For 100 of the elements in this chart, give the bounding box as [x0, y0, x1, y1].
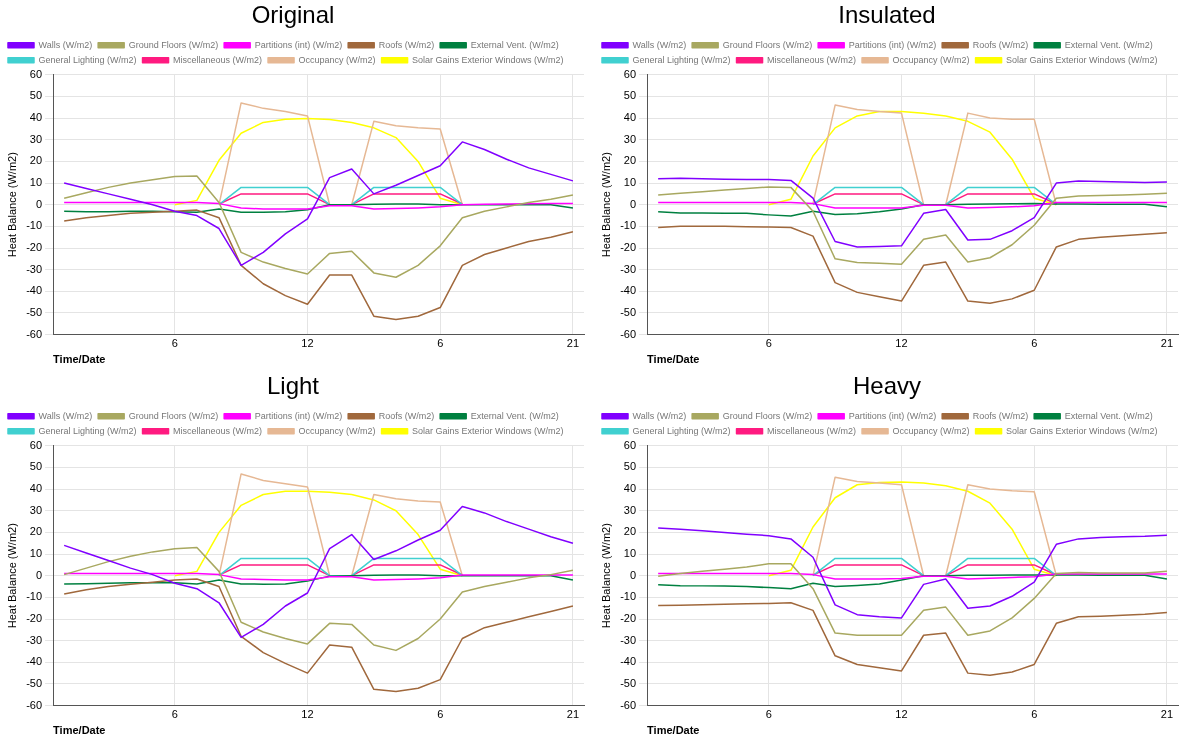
y-tick-label: -30 [26, 262, 43, 275]
x-tick-label: 6 [171, 337, 178, 350]
legend-label: Ground Floors (W/m2) [722, 39, 813, 50]
y-tick-label: -10 [620, 590, 637, 603]
legend-label: Partitions (int) (W/m2) [254, 39, 343, 50]
y-tick-label: 10 [623, 176, 637, 189]
y-tick-label: 30 [623, 503, 637, 516]
x-tick-label: 6 [437, 337, 444, 350]
x-tick-label: 12 [301, 337, 314, 350]
legend-label: Solar Gains Exterior Windows (W/m2) [412, 425, 564, 436]
legend-label: Solar Gains Exterior Windows (W/m2) [412, 54, 564, 65]
x-tick-label: 6 [765, 708, 772, 721]
y-tick-label: 20 [29, 525, 43, 538]
legend-label: Walls (W/m2) [38, 39, 93, 50]
y-tick-label: -30 [620, 633, 637, 646]
legend-label: General Lighting (W/m2) [38, 425, 137, 436]
y-tick-label: 10 [29, 547, 43, 560]
y-tick-label: 40 [29, 111, 43, 124]
legend-label: External Vent. (W/m2) [1064, 410, 1153, 421]
y-tick-label: 30 [29, 132, 43, 145]
legend-label: Miscellaneous (W/m2) [767, 425, 857, 436]
y-tick-label: -20 [26, 241, 43, 254]
y-tick-label: 0 [629, 197, 637, 210]
y-tick-label: 60 [29, 67, 43, 80]
y-tick-label: 40 [623, 111, 637, 124]
legend-label: Walls (W/m2) [632, 410, 687, 421]
legend-label: Roofs (W/m2) [378, 410, 435, 421]
legend-label: Occupancy (W/m2) [892, 54, 970, 65]
y-tick-label: 0 [35, 197, 43, 210]
legend-label: Miscellaneous (W/m2) [173, 54, 263, 65]
y-tick-label: 50 [623, 460, 637, 473]
x-axis-title: Time/Date [647, 353, 700, 366]
y-tick-label: -50 [26, 676, 43, 689]
legend-label: Miscellaneous (W/m2) [767, 54, 857, 65]
legend-label: Miscellaneous (W/m2) [173, 425, 263, 436]
y-tick-label: -20 [26, 612, 43, 625]
y-tick-label: 60 [623, 67, 637, 80]
legend-label: Partitions (int) (W/m2) [848, 410, 937, 421]
y-tick-label: 20 [623, 525, 637, 538]
y-tick-label: -50 [26, 305, 43, 318]
y-tick-label: 60 [29, 438, 43, 451]
legend-label: Occupancy (W/m2) [892, 425, 970, 436]
legend-label: External Vent. (W/m2) [470, 410, 559, 421]
y-tick-label: -40 [620, 284, 637, 297]
y-tick-label: 20 [623, 154, 637, 167]
x-axis-title: Time/Date [53, 724, 106, 737]
y-tick-label: -10 [620, 219, 637, 232]
y-tick-label: -40 [620, 655, 637, 668]
y-tick-label: -30 [26, 633, 43, 646]
y-tick-label: -50 [620, 676, 637, 689]
y-tick-label: 30 [623, 132, 637, 145]
y-tick-label: -50 [620, 305, 637, 318]
y-tick-label: 0 [629, 568, 637, 581]
y-axis-title: Heat Balance (W/m2) [5, 152, 18, 258]
legend-label: Roofs (W/m2) [972, 39, 1029, 50]
y-tick-label: -60 [620, 698, 637, 711]
x-tick-label: 6 [1031, 708, 1038, 721]
y-tick-label: 10 [623, 547, 637, 560]
y-tick-label: 20 [29, 154, 43, 167]
y-tick-label: -10 [26, 590, 43, 603]
y-tick-label: -60 [26, 327, 43, 340]
y-tick-label: -60 [620, 327, 637, 340]
x-axis-title: Time/Date [53, 353, 106, 366]
y-tick-label: -60 [26, 698, 43, 711]
x-tick-label: 21 [1160, 708, 1174, 721]
legend-label: Walls (W/m2) [632, 39, 687, 50]
y-tick-label: 60 [623, 438, 637, 451]
y-axis-title: Heat Balance (W/m2) [599, 523, 612, 629]
x-tick-label: 6 [171, 708, 178, 721]
chart-title: Original [251, 1, 335, 29]
y-tick-label: -20 [620, 612, 637, 625]
y-axis-title: Heat Balance (W/m2) [5, 523, 18, 629]
y-tick-label: 50 [29, 460, 43, 473]
y-tick-label: 40 [623, 482, 637, 495]
x-tick-label: 21 [566, 337, 580, 350]
legend-label: Partitions (int) (W/m2) [254, 410, 343, 421]
legend-label: Solar Gains Exterior Windows (W/m2) [1006, 425, 1158, 436]
legend-label: Roofs (W/m2) [378, 39, 435, 50]
legend-label: Ground Floors (W/m2) [722, 410, 813, 421]
legend-label: General Lighting (W/m2) [38, 54, 137, 65]
y-tick-label: -20 [620, 241, 637, 254]
legend-label: Ground Floors (W/m2) [128, 410, 219, 421]
y-tick-label: 50 [29, 89, 43, 102]
legend-label: Ground Floors (W/m2) [128, 39, 219, 50]
legend-label: Partitions (int) (W/m2) [848, 39, 937, 50]
x-tick-label: 6 [1031, 337, 1038, 350]
legend-label: General Lighting (W/m2) [632, 54, 731, 65]
y-tick-label: 50 [623, 89, 637, 102]
y-tick-label: -40 [26, 655, 43, 668]
legend-label: Solar Gains Exterior Windows (W/m2) [1006, 54, 1158, 65]
legend-label: General Lighting (W/m2) [632, 425, 731, 436]
y-tick-label: 0 [35, 568, 43, 581]
y-tick-label: 10 [29, 176, 43, 189]
y-tick-label: -10 [26, 219, 43, 232]
chart-title: Light [266, 372, 320, 400]
legend-label: External Vent. (W/m2) [1064, 39, 1153, 50]
y-tick-label: 30 [29, 503, 43, 516]
x-tick-label: 12 [895, 708, 908, 721]
y-axis-title: Heat Balance (W/m2) [599, 152, 612, 258]
chart-title: Heavy [852, 372, 922, 400]
